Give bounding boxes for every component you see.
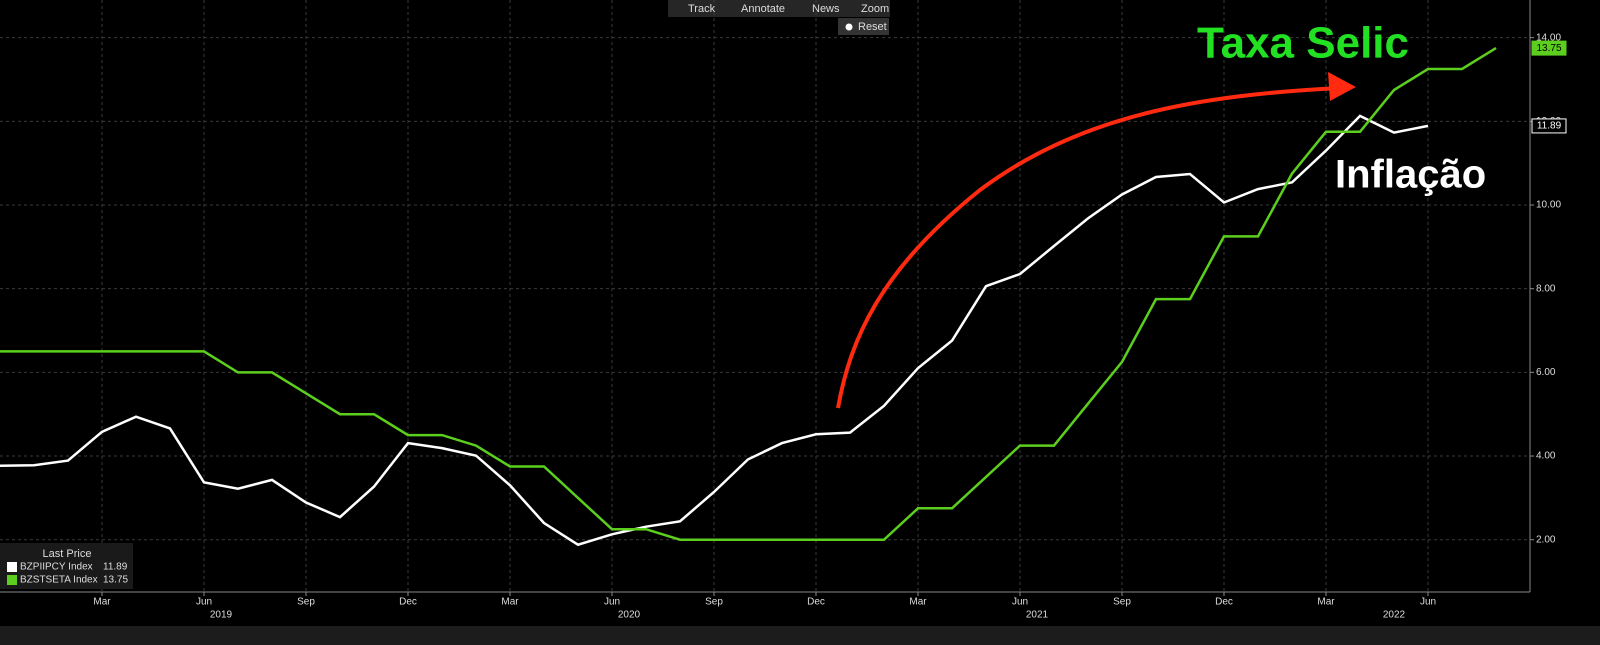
- year-label: 2019: [210, 610, 233, 621]
- reset-icon: [845, 23, 853, 31]
- last-value-label: 11.89: [1537, 121, 1562, 132]
- legend-label: BZSTSETA Index: [20, 575, 98, 586]
- x-tick-label: Mar: [501, 597, 519, 608]
- x-tick-label: Mar: [1317, 597, 1335, 608]
- legend-swatch: [7, 562, 17, 572]
- toolbar-button[interactable]: Zoom: [861, 3, 889, 15]
- annotation: Taxa Selic: [1197, 19, 1409, 68]
- line-series: [0, 114, 1429, 547]
- reset-label[interactable]: Reset: [858, 21, 887, 33]
- toolbar-button[interactable]: News: [812, 3, 840, 15]
- y-tick-label: 4.00: [1536, 451, 1556, 462]
- status-strip: [0, 626, 1600, 645]
- line-series: [0, 47, 1497, 541]
- y-tick-label: 6.00: [1536, 367, 1556, 378]
- toolbar-button[interactable]: Track: [688, 3, 716, 15]
- legend-value: 13.75: [103, 575, 128, 586]
- reset-button[interactable]: [838, 18, 889, 35]
- arrow-head: [1328, 72, 1356, 101]
- x-tick-label: Jun: [1012, 597, 1028, 608]
- x-tick-label: Jun: [196, 597, 212, 608]
- x-tick-label: Sep: [705, 597, 723, 608]
- legend-swatch: [7, 575, 17, 585]
- x-tick-label: Jun: [604, 597, 620, 608]
- x-tick-label: Dec: [399, 597, 417, 608]
- legend-label: BZPIIPCY Index: [20, 562, 93, 573]
- annotation: Inflação: [1335, 153, 1486, 197]
- x-tick-label: Sep: [297, 597, 315, 608]
- year-label: 2020: [618, 610, 641, 621]
- toolbar: [668, 0, 890, 17]
- last-value-box: [1531, 40, 1567, 56]
- y-tick-label: 14.00: [1536, 32, 1561, 43]
- x-tick-label: Dec: [1215, 597, 1233, 608]
- legend: [0, 543, 133, 589]
- y-tick-label: 10.00: [1536, 200, 1561, 211]
- x-tick-label: Dec: [807, 597, 825, 608]
- arrow: [836, 86, 1341, 409]
- legend-title: Last Price: [43, 548, 92, 560]
- toolbar-button[interactable]: Annotate: [741, 3, 785, 15]
- last-value-label: 13.75: [1536, 43, 1561, 54]
- y-tick-label: 8.00: [1536, 283, 1556, 294]
- y-tick-label: 2.00: [1536, 534, 1556, 545]
- x-tick-label: Mar: [93, 597, 111, 608]
- x-tick-label: Mar: [909, 597, 927, 608]
- year-label: 2021: [1026, 610, 1049, 621]
- year-label: 2022: [1383, 610, 1406, 621]
- legend-value: 11.89: [103, 562, 128, 573]
- x-tick-label: Jun: [1420, 597, 1436, 608]
- x-tick-label: Sep: [1113, 597, 1131, 608]
- last-value-box: [1531, 118, 1567, 134]
